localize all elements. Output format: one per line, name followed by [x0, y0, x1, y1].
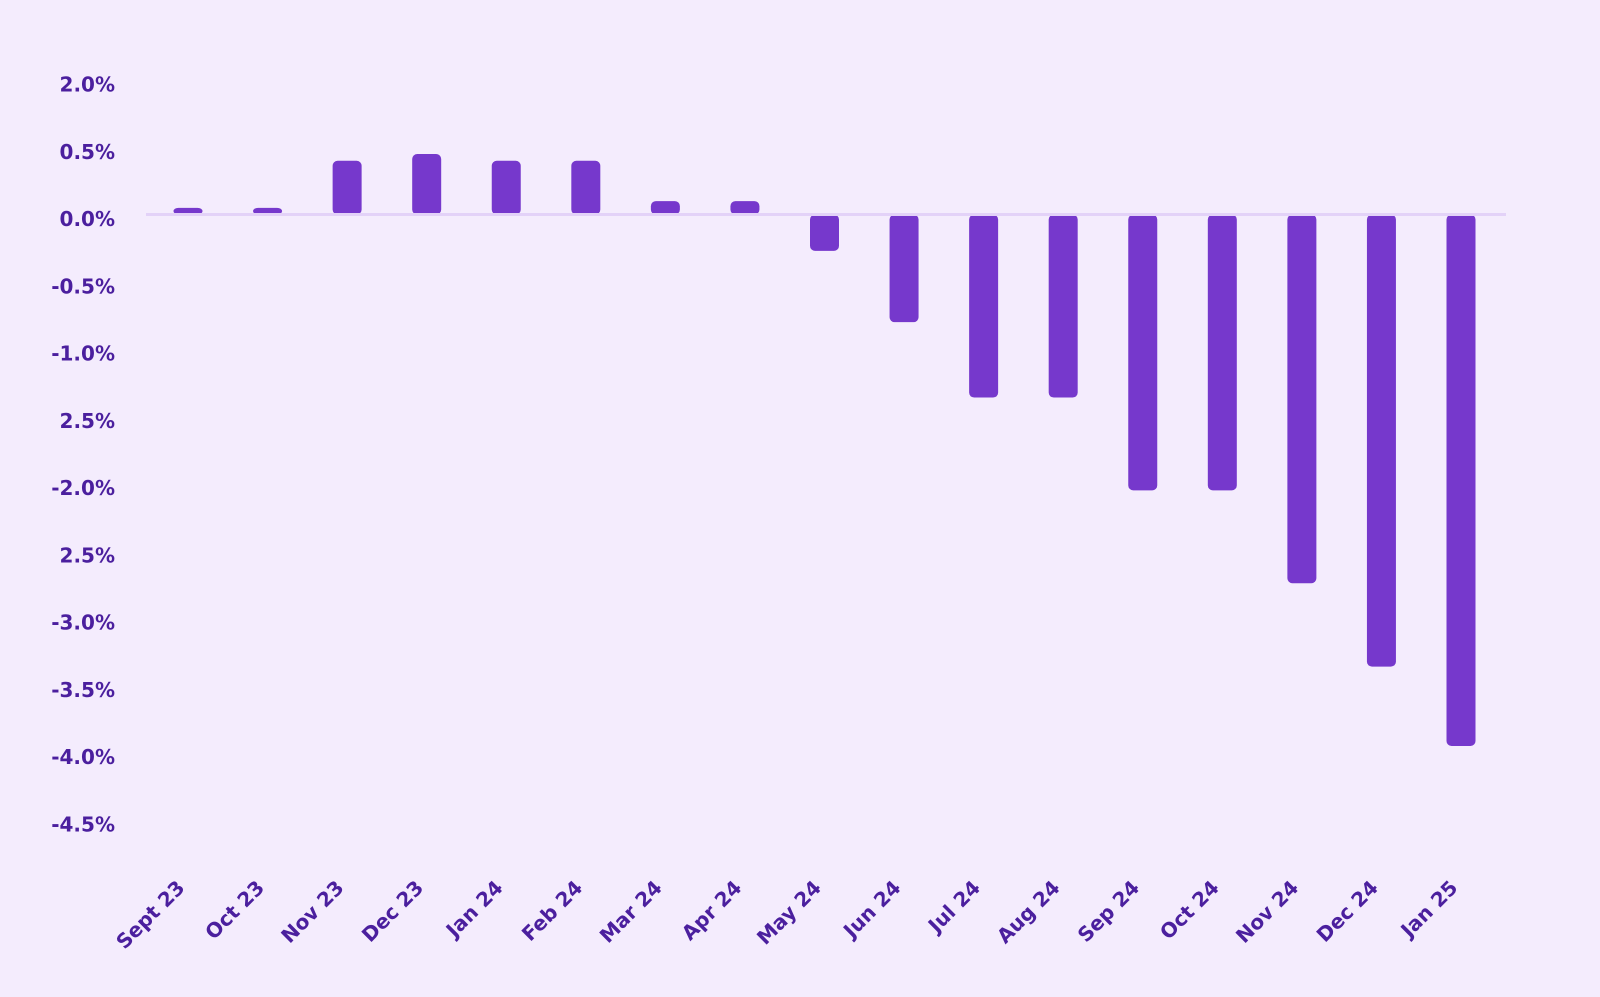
y-tick-label: -3.0% [51, 611, 115, 635]
y-tick-label: -2.0% [51, 476, 115, 500]
bar [889, 214, 919, 323]
y-tick-label: 2.5% [60, 543, 115, 567]
bar [173, 207, 203, 215]
bar [1366, 214, 1396, 667]
bar [332, 160, 362, 215]
bar [491, 160, 521, 215]
bar [1207, 214, 1237, 491]
y-tick-label: -1.0% [51, 342, 115, 366]
bar [1287, 214, 1317, 584]
bar [969, 214, 999, 398]
y-tick-label: -0.5% [51, 274, 115, 298]
y-tick-label: 0.5% [60, 140, 115, 164]
y-tick-label: 2.0% [60, 73, 115, 97]
bar [1048, 214, 1078, 398]
bar [650, 201, 680, 215]
bar [730, 201, 760, 215]
bar [1446, 214, 1476, 746]
bar [810, 214, 839, 251]
bar [412, 154, 442, 215]
y-tick-label: -4.0% [51, 745, 115, 769]
y-tick-label: 2.5% [60, 409, 115, 433]
y-tick-label: -4.5% [51, 813, 115, 837]
y-tick-label: -3.5% [51, 678, 115, 702]
bar [253, 207, 283, 215]
bar [1128, 214, 1158, 491]
bar [571, 160, 601, 215]
y-tick-label: 0.0% [60, 207, 115, 231]
